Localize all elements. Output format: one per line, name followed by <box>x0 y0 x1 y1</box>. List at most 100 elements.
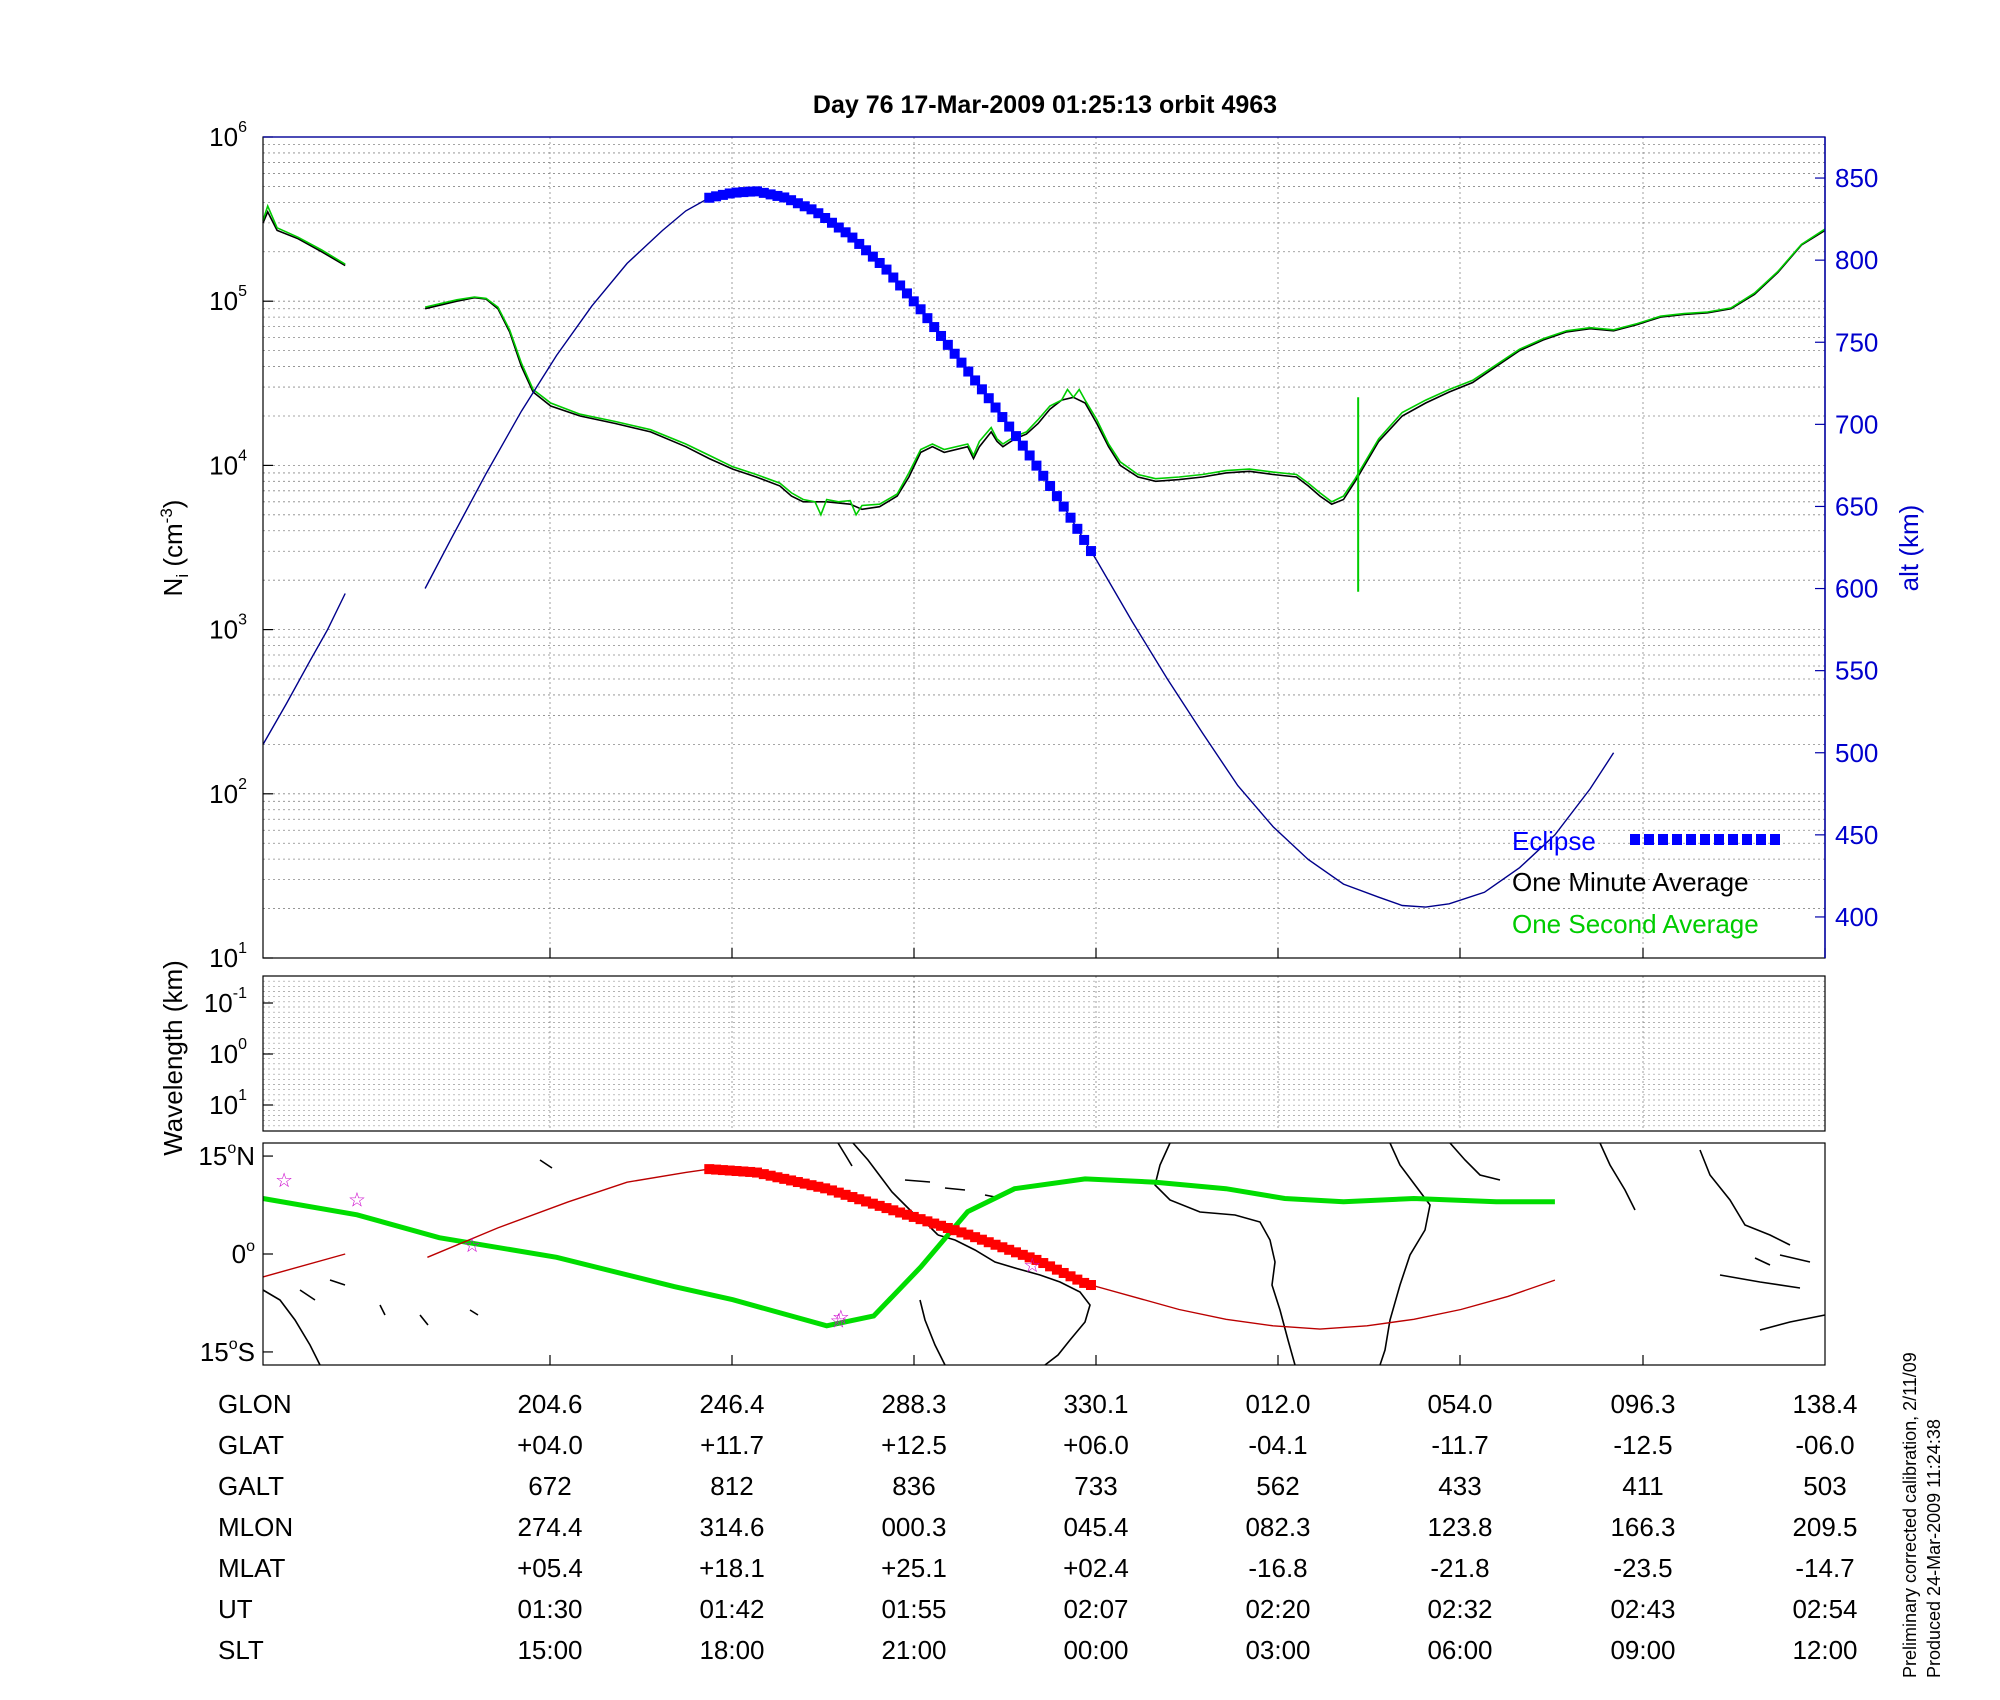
map-star-marker: ☆ <box>832 1307 850 1329</box>
eclipse-marker <box>861 245 872 256</box>
table-cell: +12.5 <box>881 1430 947 1460</box>
table-cell: -04.1 <box>1248 1430 1307 1460</box>
wavelength-y-ticks: 10-1 100 101 <box>204 985 273 1120</box>
map-eclipse-marker <box>1051 1264 1062 1275</box>
eclipse-marker <box>731 187 742 198</box>
eclipse-marker <box>738 187 749 198</box>
wavelength-y-tick-label: 100 <box>209 1036 247 1069</box>
eclipse-marker <box>956 357 967 368</box>
legend-eclipse-marker <box>1756 834 1766 845</box>
eclipse-marker <box>949 348 960 359</box>
eclipse-marker <box>833 222 844 233</box>
footer-calibration-note: Preliminary corrected calibration, 2/11/… <box>1900 1352 1920 1678</box>
map-eclipse-marker <box>833 1187 844 1198</box>
legend-eclipse-marker <box>1686 834 1696 845</box>
table-cell: -23.5 <box>1613 1553 1672 1583</box>
altitude-tick-label: 550 <box>1835 656 1878 686</box>
legend-eclipse-marker <box>1742 834 1752 845</box>
eclipse-marker <box>779 192 790 203</box>
density-y-tick-label: 105 <box>209 283 247 316</box>
series-line-one-second-average <box>262 203 346 265</box>
map-eclipse-marker <box>731 1166 742 1177</box>
wavelength-y-axis-label: Wavelength (km) <box>158 960 188 1156</box>
eclipse-marker <box>704 192 715 203</box>
legend-eclipse-marker <box>1630 834 1640 845</box>
map-eclipse-marker <box>895 1207 906 1218</box>
eclipse-marker <box>936 330 947 341</box>
density-y-tick-label: 106 <box>209 119 247 152</box>
eclipse-marker <box>826 217 837 228</box>
eclipse-marker <box>806 204 817 215</box>
altitude-tick-label: 750 <box>1835 327 1878 357</box>
table-row-label: MLAT <box>218 1553 286 1583</box>
eclipse-marker <box>929 322 940 333</box>
table-row-label: UT <box>218 1594 253 1624</box>
eclipse-marker <box>867 251 878 262</box>
map-eclipse-marker <box>1038 1258 1049 1269</box>
coastline-pacific-islands <box>299 1159 553 1326</box>
legend-eclipse-marker <box>1700 834 1710 845</box>
altitude-tick-label: 600 <box>1835 574 1878 604</box>
map-series: ☆☆☆☆☆☆ <box>262 1164 1556 1332</box>
table-cell: 02:32 <box>1427 1594 1492 1624</box>
coastline-southeast-asia <box>1699 1149 1791 1246</box>
map-eclipse-marker <box>847 1192 858 1203</box>
density-y-tick-label: 104 <box>209 447 247 480</box>
table-cell: 01:42 <box>699 1594 764 1624</box>
altitude-tick-label: 450 <box>1835 820 1878 850</box>
altitude-tick-label: 800 <box>1835 245 1878 275</box>
table-cell: +05.4 <box>517 1553 583 1583</box>
map-eclipse-marker <box>956 1227 967 1238</box>
altitude-y-ticks: 400 450 500 550 600 650 700 750 800 850 <box>1815 163 1878 932</box>
altitude-tick-label: 700 <box>1835 409 1878 439</box>
orbit-table: GLON GLAT GALT MLON MLAT UT SLT 204.6 +04.0 672 27… <box>218 1389 1858 1665</box>
magnetic-equator-line <box>262 1176 1555 1329</box>
eclipse-marker <box>813 208 824 219</box>
eclipse-marker <box>970 375 981 386</box>
map-eclipse-marker <box>1065 1271 1076 1282</box>
coastline-south-america-west <box>919 1299 946 1366</box>
map-eclipse-marker <box>881 1203 892 1214</box>
table-cell: 21:00 <box>881 1635 946 1665</box>
eclipse-marker <box>1004 421 1015 432</box>
map-eclipse-marker <box>929 1218 940 1229</box>
map-eclipse-marker <box>983 1237 994 1248</box>
legend-eclipse-marker <box>1770 834 1780 845</box>
table-row-label: GALT <box>218 1471 284 1501</box>
eclipse-marker <box>765 189 776 200</box>
table-cell: -12.5 <box>1613 1430 1672 1460</box>
density-legend: Eclipse One Minute Average One Second Av… <box>1512 826 1780 939</box>
table-cell: 812 <box>710 1471 753 1501</box>
eclipse-marker <box>854 238 865 249</box>
table-cell: 09:00 <box>1610 1635 1675 1665</box>
map-star-marker: ☆ <box>348 1190 366 1212</box>
legend-eclipse-marker <box>1728 834 1738 845</box>
wavelength-y-tick-label: 10-1 <box>204 985 247 1018</box>
table-cell: +06.0 <box>1063 1430 1129 1460</box>
altitude-tick-label: 500 <box>1835 738 1878 768</box>
map-eclipse-marker <box>806 1180 817 1191</box>
table-cell: 138.4 <box>1792 1389 1857 1419</box>
table-cell: 12:00 <box>1792 1635 1857 1665</box>
map-eclipse-marker <box>1085 1280 1096 1291</box>
legend-one-second-label: One Second Average <box>1512 909 1759 939</box>
map-eclipse-marker <box>1045 1261 1056 1272</box>
map-eclipse-marker <box>711 1164 722 1175</box>
map-eclipse-marker <box>704 1164 715 1175</box>
density-y-tick-label: 102 <box>209 776 247 809</box>
table-cell: 054.0 <box>1427 1389 1492 1419</box>
altitude-tick-label: 400 <box>1835 902 1878 932</box>
coastline-south-america <box>937 1234 1091 1366</box>
legend-eclipse-marker <box>1672 834 1682 845</box>
table-cell: 02:20 <box>1245 1594 1310 1624</box>
table-row-label: GLON <box>218 1389 292 1419</box>
table-cell: 096.3 <box>1610 1389 1675 1419</box>
coastline-africa-east <box>1379 1142 1431 1366</box>
density-y-axis-label: Ni (cm-3) <box>157 500 192 597</box>
table-cell: 02:07 <box>1063 1594 1128 1624</box>
map-eclipse-marker <box>765 1170 776 1181</box>
table-cell: 00:00 <box>1063 1635 1128 1665</box>
eclipse-marker <box>745 186 756 197</box>
map-star-marker: ☆ <box>1023 1255 1041 1277</box>
table-cell: 411 <box>1622 1471 1663 1501</box>
